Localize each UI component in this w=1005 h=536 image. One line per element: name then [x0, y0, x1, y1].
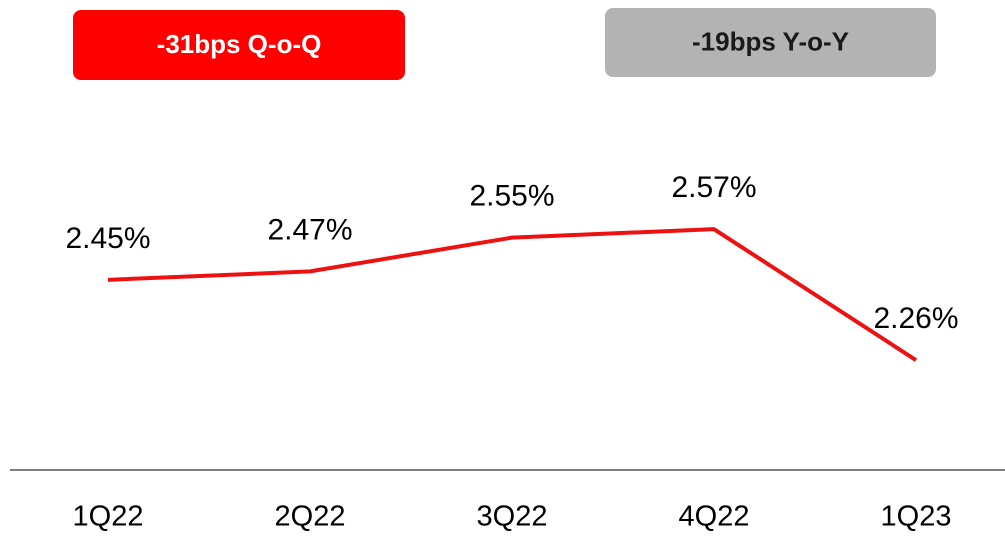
badge-box	[73, 10, 405, 80]
value-label: 2.57%	[671, 171, 756, 204]
badge-text: -19bps Y-o-Y	[692, 26, 849, 56]
x-tick-label: 4Q22	[679, 501, 750, 533]
x-tick-label: 1Q22	[73, 501, 144, 533]
x-tick-label: 3Q22	[477, 501, 548, 533]
badge-box	[605, 8, 936, 77]
value-label: 2.45%	[65, 222, 150, 255]
badge-text: -31bps Q-o-Q	[157, 29, 322, 59]
value-label: 2.26%	[873, 302, 958, 335]
value-label: 2.55%	[469, 180, 554, 213]
x-tick-label: 1Q23	[881, 501, 952, 533]
x-tick-label: 2Q22	[275, 501, 346, 533]
line	[107, 227, 918, 362]
value-label: 2.47%	[267, 213, 352, 246]
